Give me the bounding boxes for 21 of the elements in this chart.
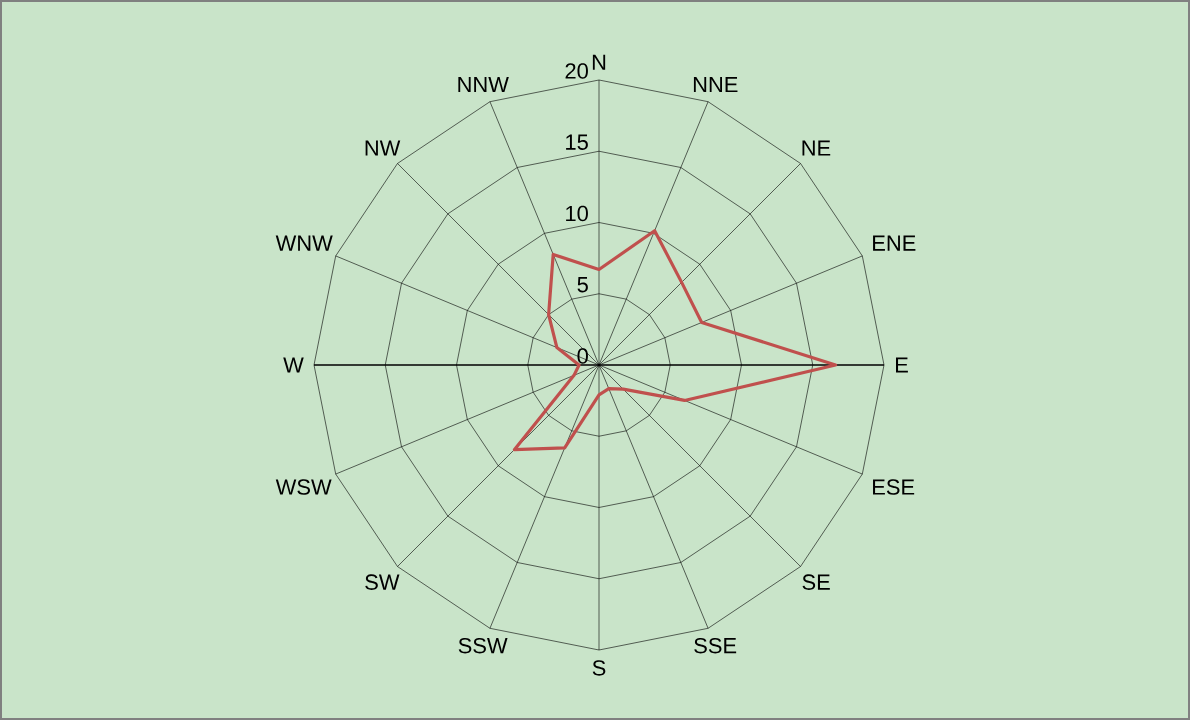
y-tick-label: 0: [577, 348, 588, 364]
spoke-label: NW: [365, 140, 401, 156]
y-tick-label: 15: [566, 134, 588, 150]
y-tick-label: 5: [577, 277, 588, 293]
spoke-label: N: [592, 54, 606, 70]
spoke-label: S: [592, 660, 606, 676]
spoke-label: NNW: [458, 77, 509, 93]
spoke-label: SW: [365, 574, 400, 590]
spoke-label: E: [896, 357, 908, 373]
spoke-label: W: [283, 357, 304, 373]
spoke-label: NNE: [693, 77, 738, 93]
spoke-label: ENE: [873, 235, 916, 251]
spoke-label: WNW: [275, 235, 333, 251]
spoke-label: SSE: [694, 637, 737, 654]
spoke-label: SSW: [458, 637, 508, 654]
y-tick-label: 10: [566, 205, 588, 222]
spoke-label: NE: [802, 140, 831, 156]
spoke-label: WSW: [275, 479, 332, 495]
spoke-label: ESE: [873, 479, 915, 495]
y-tick-label: 20: [565, 63, 588, 79]
spoke-label: SE: [802, 574, 830, 590]
